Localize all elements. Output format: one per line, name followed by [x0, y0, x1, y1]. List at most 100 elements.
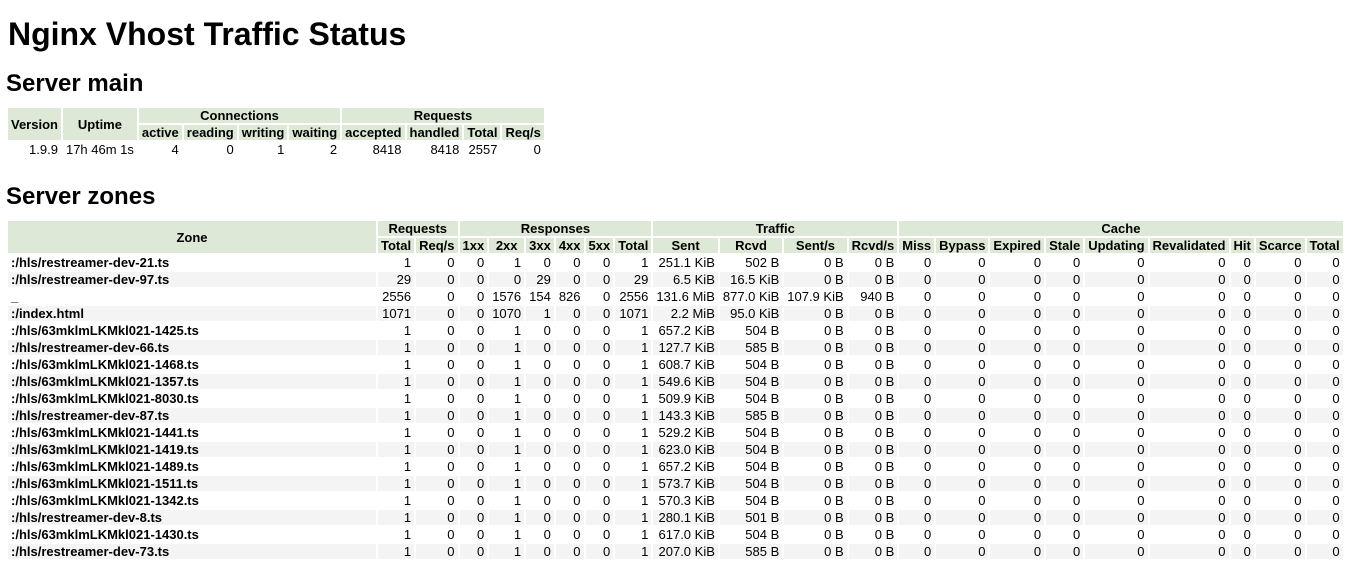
zone-cell-1xx: 0	[459, 306, 488, 321]
zone-cell-bypass: 0	[936, 459, 989, 474]
zone-cell-updating: 0	[1085, 425, 1148, 440]
zone-cell-expired: 0	[990, 374, 1045, 389]
zone-cell-responses-total: 1	[615, 527, 652, 542]
zone-cell-rcvd-s: 0 B	[848, 510, 898, 525]
zone-cell-stale: 0	[1046, 408, 1084, 423]
zone-cell-cache-total: 0	[1306, 340, 1343, 355]
zone-cell-scarce: 0	[1255, 544, 1305, 559]
zone-cell-sent-s: 0 B	[784, 425, 847, 440]
zone-cell-reqs: 0	[416, 340, 458, 355]
zone-cell-updating: 0	[1085, 442, 1148, 457]
zone-cell-rcvd-s: 0 B	[848, 408, 898, 423]
zone-cell-revalidated: 0	[1149, 374, 1229, 389]
zone-cell-1xx: 0	[459, 442, 488, 457]
zone-cell-miss: 0	[899, 306, 935, 321]
zone-cell-rcvd-s: 0 B	[848, 374, 898, 389]
table-row: :/hls/63mklmLKMkl021-1357.ts 1 0 0 1 0 0 0 1 549.…	[8, 374, 1343, 389]
zone-name: :/hls/63mklmLKMkl021-1357.ts	[8, 374, 376, 389]
handled-header: handled	[406, 125, 463, 140]
zone-cell-sent-s: 0 B	[784, 459, 847, 474]
zone-cell-3xx: 0	[526, 442, 554, 457]
zone-cell-total: 1	[378, 442, 415, 457]
zone-cell-total: 1	[378, 255, 415, 270]
zone-name: :/hls/restreamer-dev-87.ts	[8, 408, 376, 423]
total-value: 2557	[464, 142, 501, 157]
zone-cell-rcvd: 504 B	[719, 323, 783, 338]
zone-cell-2xx: 1	[489, 510, 525, 525]
zones-body: :/hls/restreamer-dev-21.ts 1 0 0 1 0 0 0 1 251.1 …	[8, 255, 1343, 559]
table-row: :/hls/restreamer-dev-8.ts 1 0 0 1 0 0 0 1 280.1 K…	[8, 510, 1343, 525]
zone-cell-bypass: 0	[936, 527, 989, 542]
zone-cell-sent: 251.1 KiB	[653, 255, 718, 270]
zone-cell-total: 29	[378, 272, 415, 287]
zone-cell-reqs: 0	[416, 391, 458, 406]
zone-cell-expired: 0	[990, 391, 1045, 406]
zone-cell-responses-total: 29	[615, 272, 652, 287]
active-value: 4	[138, 142, 182, 157]
reading-header: reading	[183, 125, 237, 140]
zone-cell-total: 2556	[378, 289, 415, 304]
total-header: Total	[464, 125, 501, 140]
zone-cell-miss: 0	[899, 510, 935, 525]
zone-cell-sent: 2.2 MiB	[653, 306, 718, 321]
zone-cell-1xx: 0	[459, 289, 488, 304]
zone-cell-hit: 0	[1230, 255, 1254, 270]
zones-header-row: Zone Requests Responses Traffic Cache	[8, 221, 1343, 253]
zones-col-rcvd-s-header: Rcvd/s	[848, 238, 898, 253]
zone-cell-stale: 0	[1046, 391, 1084, 406]
zone-cell-responses-total: 1	[615, 510, 652, 525]
zone-cell-scarce: 0	[1255, 306, 1305, 321]
zone-cell-revalidated: 0	[1149, 544, 1229, 559]
zone-cell-reqs: 0	[416, 493, 458, 508]
zone-cell-3xx: 0	[526, 510, 554, 525]
zone-cell-sent: 623.0 KiB	[653, 442, 718, 457]
zone-cell-expired: 0	[990, 442, 1045, 457]
zone-cell-rcvd: 504 B	[719, 374, 783, 389]
zone-cell-reqs: 0	[416, 425, 458, 440]
zone-cell-expired: 0	[990, 527, 1045, 542]
requests-header: Requests	[342, 108, 544, 123]
zone-cell-miss: 0	[899, 527, 935, 542]
zone-cell-updating: 0	[1085, 289, 1148, 304]
accepted-header: accepted	[342, 125, 405, 140]
zone-cell-total: 1	[378, 459, 415, 474]
zone-cell-sent: 6.5 KiB	[653, 272, 718, 287]
zone-cell-sent-s: 0 B	[784, 323, 847, 338]
zone-cell-hit: 0	[1230, 374, 1254, 389]
zone-cell-reqs: 0	[416, 306, 458, 321]
table-row: :/hls/63mklmLKMkl021-1430.ts 1 0 0 1 0 0 0 1 617.…	[8, 527, 1343, 542]
table-row: :/hls/63mklmLKMkl021-1441.ts 1 0 0 1 0 0 0 1 529.…	[8, 425, 1343, 440]
zone-cell-expired: 0	[990, 408, 1045, 423]
zone-name: :/hls/restreamer-dev-8.ts	[8, 510, 376, 525]
zone-name: :/hls/63mklmLKMkl021-1425.ts	[8, 323, 376, 338]
zone-cell-5xx: 0	[585, 442, 614, 457]
zone-cell-sent: 280.1 KiB	[653, 510, 718, 525]
zone-cell-rcvd: 16.5 KiB	[719, 272, 783, 287]
zone-cell-stale: 0	[1046, 306, 1084, 321]
table-row: _ 2556 0 0 1576 154 826 0 2556 131.6 MiB 877.0 KiB…	[8, 289, 1343, 304]
table-row: :/hls/63mklmLKMkl021-8030.ts 1 0 0 1 0 0 0 1 509.…	[8, 391, 1343, 406]
zone-cell-scarce: 0	[1255, 510, 1305, 525]
zone-cell-reqs: 0	[416, 272, 458, 287]
zone-cell-stale: 0	[1046, 544, 1084, 559]
zone-cell-hit: 0	[1230, 272, 1254, 287]
zone-cell-expired: 0	[990, 544, 1045, 559]
zone-cell-hit: 0	[1230, 391, 1254, 406]
zone-cell-sent-s: 0 B	[784, 544, 847, 559]
zone-name: :/hls/63mklmLKMkl021-1430.ts	[8, 527, 376, 542]
zone-cell-miss: 0	[899, 493, 935, 508]
zone-cell-2xx: 1	[489, 476, 525, 491]
zone-cell-miss: 0	[899, 340, 935, 355]
zone-name: :/hls/restreamer-dev-66.ts	[8, 340, 376, 355]
zones-col-4xx-header: 4xx	[555, 238, 584, 253]
zone-cell-total: 1	[378, 357, 415, 372]
zone-cell-4xx: 0	[555, 272, 584, 287]
zone-cell-sent: 529.2 KiB	[653, 425, 718, 440]
zone-cell-reqs: 0	[416, 408, 458, 423]
zone-cell-rcvd: 504 B	[719, 442, 783, 457]
zone-cell-3xx: 29	[526, 272, 554, 287]
zone-cell-bypass: 0	[936, 340, 989, 355]
zone-cell-rcvd-s: 0 B	[848, 306, 898, 321]
zone-cell-hit: 0	[1230, 510, 1254, 525]
zone-cell-revalidated: 0	[1149, 425, 1229, 440]
